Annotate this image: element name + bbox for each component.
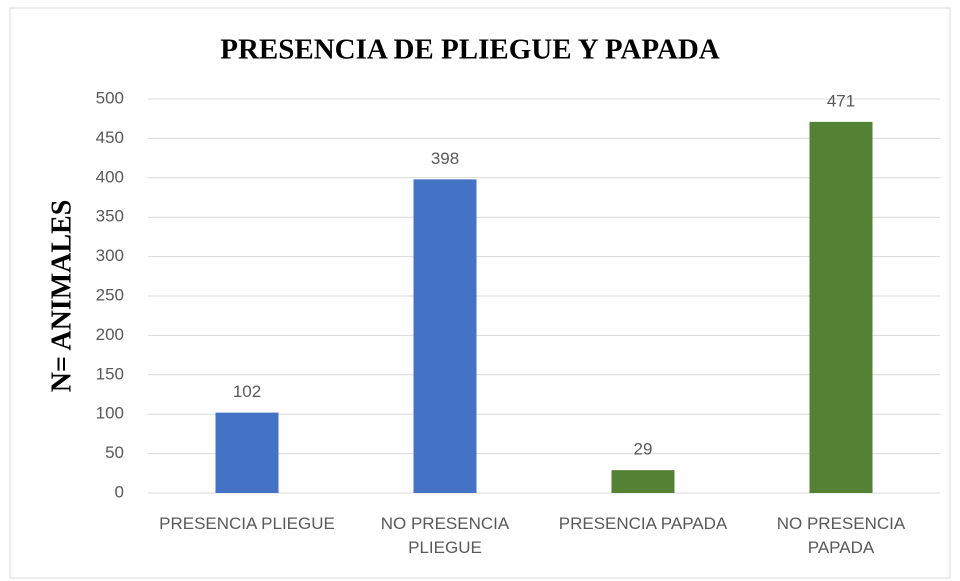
data-label: 471	[827, 91, 855, 110]
y-tick-label: 500	[96, 88, 124, 107]
y-tick-label: 250	[96, 285, 124, 304]
y-tick-label: 450	[96, 128, 124, 147]
bar	[809, 121, 873, 494]
x-tick-label: PRESENCIA PAPADA	[558, 514, 728, 533]
data-label: 29	[634, 440, 653, 459]
chart-border	[9, 7, 951, 579]
y-axis-label: N= ANIMALES	[46, 200, 77, 393]
y-tick-label: 100	[96, 404, 124, 423]
data-label: 398	[431, 149, 459, 168]
y-tick-label: 400	[96, 167, 124, 186]
bar	[413, 179, 477, 493]
chart-title: PRESENCIA DE PLIEGUE Y PAPADA	[220, 34, 720, 66]
y-tick-label: 0	[115, 482, 124, 501]
y-tick-label: 350	[96, 207, 124, 226]
y-tick-label: 200	[96, 325, 124, 344]
data-label: 102	[233, 382, 261, 401]
y-tick-label: 50	[105, 443, 124, 462]
x-tick-label: NO PRESENCIA PLIEGUE	[380, 514, 510, 557]
x-tick-label: PRESENCIA PLIEGUE	[159, 514, 335, 533]
bar	[215, 412, 279, 493]
y-tick-label: 300	[96, 246, 124, 265]
y-tick-label: 150	[96, 364, 124, 383]
x-tick-label: NO PRESENCIA PAPADA	[776, 514, 906, 557]
bar	[611, 470, 675, 493]
